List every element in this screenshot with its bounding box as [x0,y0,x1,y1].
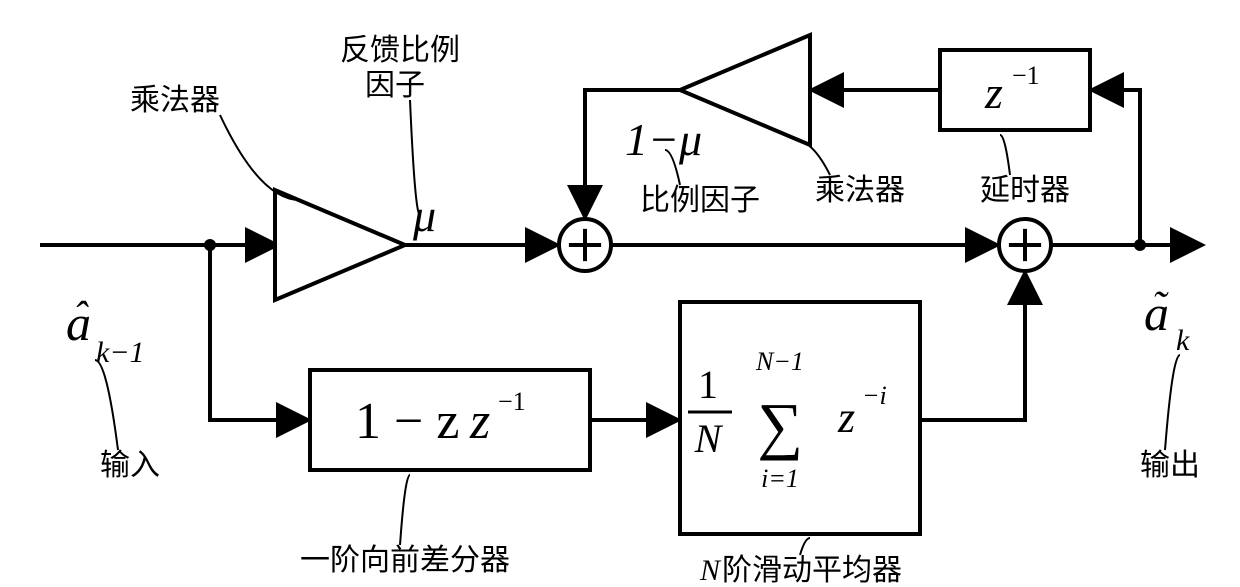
svg-text:1 − z: 1 − z [355,393,459,450]
svg-text:i=1: i=1 [761,464,799,493]
svg-text:N: N [699,554,722,587]
svg-text:−1: −1 [1012,61,1040,90]
svg-text:1−μ: 1−μ [625,114,702,165]
svg-text:−i: −i [862,381,887,410]
svg-text:z: z [984,67,1003,118]
svg-text:∑: ∑ [757,390,803,461]
svg-text:因子: 因子 [365,69,425,102]
svg-text:N: N [694,416,724,461]
svg-text:k−1: k−1 [96,336,145,369]
svg-text:输入: 输入 [100,449,160,482]
svg-text:z: z [837,393,855,442]
svg-text:乘法器: 乘法器 [130,84,220,117]
svg-text:z: z [469,393,490,450]
svg-text:a: a [1144,285,1169,341]
svg-text:阶滑动平均器: 阶滑动平均器 [722,554,902,587]
svg-text:延时器: 延时器 [980,174,1070,207]
svg-text:−1: −1 [498,387,526,416]
svg-text:1: 1 [698,362,718,407]
svg-text:a: a [66,295,91,351]
svg-text:N−1: N−1 [755,347,804,376]
svg-text:反馈比例: 反馈比例 [340,34,460,67]
svg-text:比例因子: 比例因子 [640,184,760,217]
svg-text:一阶向前差分器: 一阶向前差分器 [300,544,510,577]
svg-text:k: k [1176,324,1190,357]
svg-text:输出: 输出 [1140,449,1200,482]
svg-text:乘法器: 乘法器 [815,174,905,207]
